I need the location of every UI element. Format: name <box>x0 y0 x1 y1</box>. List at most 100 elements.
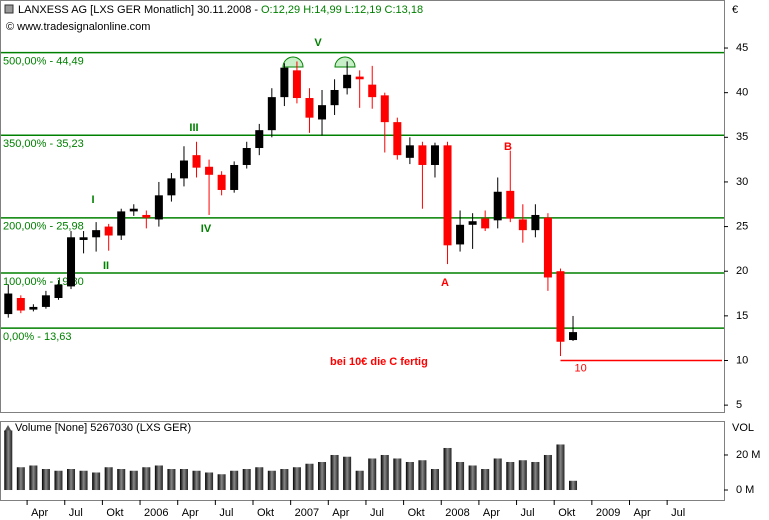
annotation: bei 10€ die C fertig <box>330 356 428 368</box>
volume-bar <box>192 470 201 491</box>
candle-body <box>230 164 239 190</box>
volume-icon <box>4 425 12 432</box>
candle-body <box>292 70 301 99</box>
candle-body <box>167 178 176 196</box>
candle-body <box>154 195 163 220</box>
x-tick-label: Apr <box>182 507 199 519</box>
volume-bar <box>205 472 214 491</box>
candle-body <box>405 145 414 158</box>
candle-body <box>506 190 515 219</box>
price-panel <box>0 0 725 413</box>
volume-bar <box>506 461 515 491</box>
volume-bar <box>242 468 251 491</box>
candle-body <box>481 218 490 229</box>
x-tick-label: Apr <box>332 507 349 519</box>
candle-body <box>368 84 377 98</box>
x-tick-label: Apr <box>31 507 48 519</box>
x-tick-label: 2009 <box>596 507 620 519</box>
candle-body <box>330 89 339 106</box>
x-tick-label: Okt <box>257 507 274 519</box>
volume-bar <box>456 461 465 491</box>
volume-bar <box>343 456 352 491</box>
x-tick-label: Jul <box>219 507 233 519</box>
candle-body <box>205 166 214 175</box>
candle-body <box>192 155 201 168</box>
candle-body <box>104 226 113 236</box>
ohlc-text: O:12,29 H:14,99 L:12,19 C:13,18 <box>261 4 423 16</box>
volume-bar <box>468 465 477 491</box>
candle-body <box>569 332 578 341</box>
watermark: © www.tradesignalonline.com <box>6 21 150 33</box>
volume-bar <box>405 461 414 491</box>
volume-bar <box>292 467 301 491</box>
volume-axis-label: VOL <box>732 422 754 434</box>
candle-body <box>443 145 452 246</box>
candle-body <box>531 214 540 231</box>
volume-bar <box>531 461 540 491</box>
candle-body <box>242 148 251 165</box>
volume-bar <box>54 470 63 491</box>
volume-bar <box>29 465 38 491</box>
candle-body <box>380 95 389 123</box>
volume-tick-label: 20 M <box>736 449 760 461</box>
candle-body <box>54 284 63 298</box>
annotation: B <box>504 141 512 153</box>
candle-body <box>355 76 364 80</box>
annotation: II <box>103 260 109 272</box>
volume-bar <box>518 460 527 491</box>
volume-bar <box>556 444 565 491</box>
candle-body <box>29 306 38 310</box>
candle-body <box>142 214 151 218</box>
volume-bar <box>393 458 402 491</box>
y-tick-label: 40 <box>736 87 748 99</box>
candle-body <box>16 297 25 311</box>
volume-bar <box>318 461 327 491</box>
volume-bar <box>418 460 427 491</box>
volume-bar <box>280 468 289 491</box>
y-tick-label: 30 <box>736 176 748 188</box>
volume-bar <box>167 468 176 491</box>
volume-bar <box>16 467 25 491</box>
candle-body <box>543 217 552 278</box>
volume-bar <box>380 454 389 491</box>
y-tick-label: 25 <box>736 220 748 232</box>
candle-body <box>305 98 314 118</box>
level-label: 500,00% - 44,49 <box>3 55 84 67</box>
volume-bar <box>355 470 364 491</box>
candle-body <box>418 145 427 165</box>
x-tick-label: Okt <box>558 507 575 519</box>
volume-bar <box>129 470 138 491</box>
candle-body <box>217 174 226 190</box>
volume-tick-label: 0 M <box>736 484 754 496</box>
wave-top-marker <box>334 56 356 68</box>
candle-body <box>67 237 76 287</box>
candle-body <box>179 160 188 179</box>
x-tick-label: Apr <box>483 507 500 519</box>
candle-body <box>117 211 126 236</box>
volume-bar <box>330 454 339 491</box>
chart-icon <box>4 4 14 14</box>
candle-body <box>129 208 138 212</box>
x-tick-label: Jul <box>521 507 535 519</box>
y-tick-label: 45 <box>736 42 748 54</box>
volume-bar <box>481 468 490 491</box>
x-tick-label: Apr <box>634 507 651 519</box>
volume-bar <box>430 468 439 491</box>
volume-bar <box>569 480 578 491</box>
wave-top-marker <box>282 56 304 68</box>
candle-body <box>468 221 477 225</box>
candle-body <box>393 122 402 156</box>
volume-bar <box>41 468 50 491</box>
volume-bar <box>142 467 151 491</box>
volume-bar <box>67 468 76 491</box>
candle-body <box>343 74 352 89</box>
candle-body <box>4 293 13 315</box>
level-label: 350,00% - 35,23 <box>3 138 84 150</box>
volume-bar <box>543 454 552 491</box>
volume-bar <box>368 458 377 491</box>
volume-bar <box>117 468 126 491</box>
candle-body <box>556 271 565 342</box>
level-label: 200,00% - 25,98 <box>3 221 84 233</box>
